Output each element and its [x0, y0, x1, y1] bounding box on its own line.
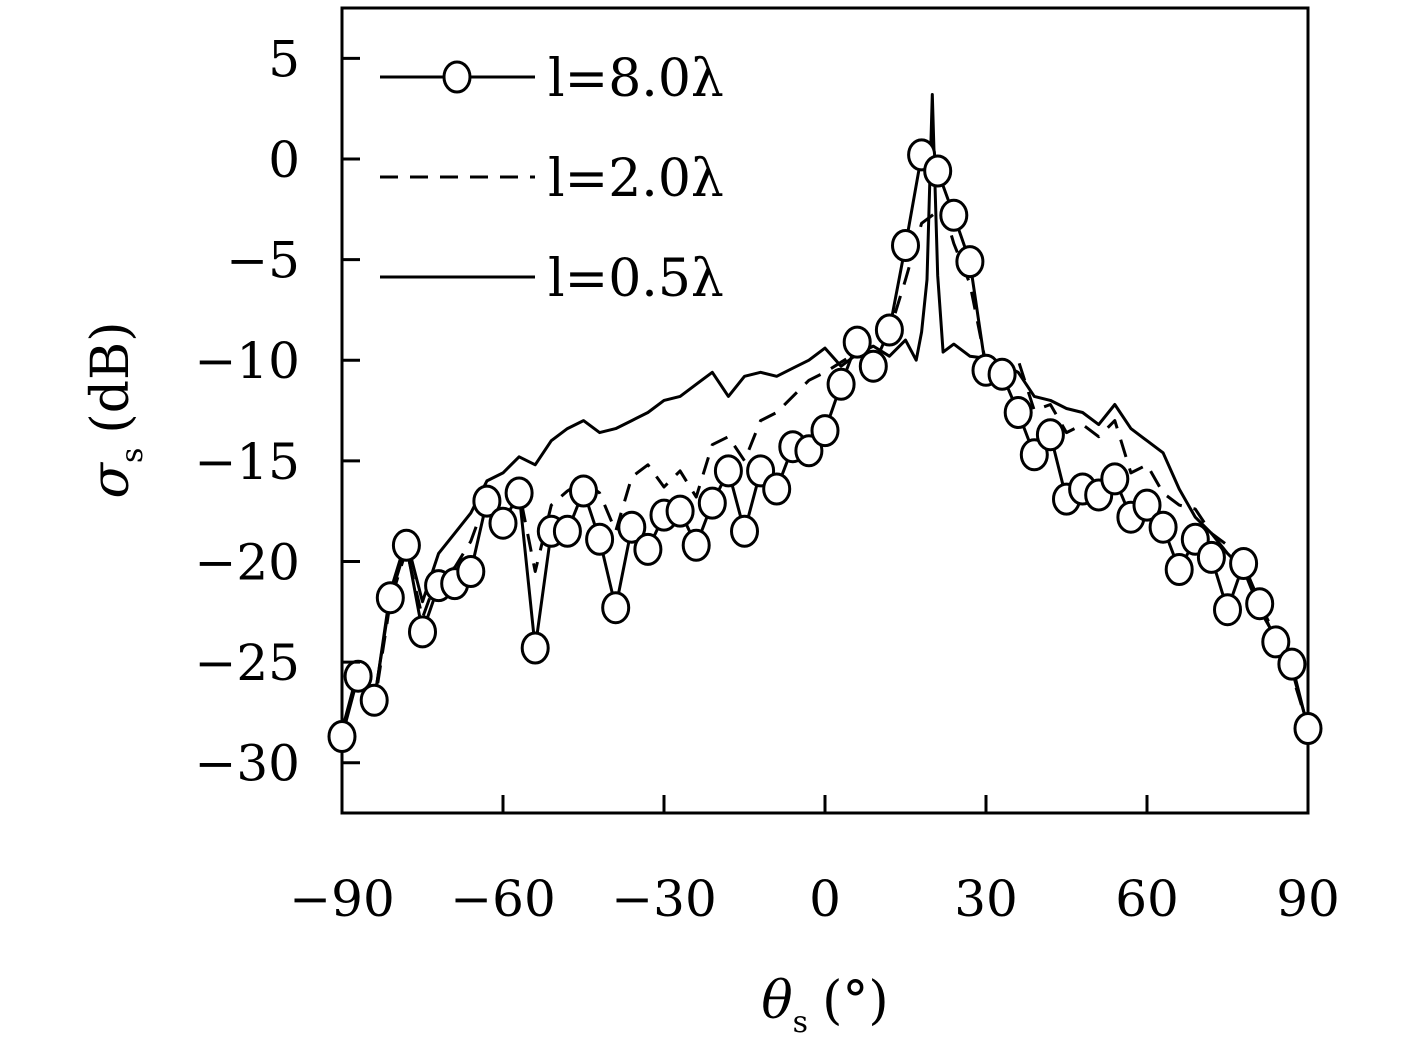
data-point [874, 313, 904, 347]
data-point [601, 591, 631, 625]
data-point [1293, 712, 1323, 745]
x-tick-label: 0 [809, 870, 841, 928]
data-point [520, 631, 550, 665]
series-line-2 [342, 93, 1308, 731]
data-point [810, 414, 840, 448]
y-tick-label: 0 [268, 131, 300, 189]
data-point [504, 476, 534, 510]
legend-label: l=2.0λ [548, 149, 724, 209]
ticks-layer: −90 −60 −30 0 30 60 90 5 0 −5 −10 −15 −20 −25 −30 [194, 30, 1339, 928]
x-axis-unit: (°) [822, 971, 889, 1031]
legend-marker [442, 60, 472, 94]
legend: l=8.0λ l=2.0λ l=0.5λ [380, 49, 724, 309]
data-point [617, 510, 647, 544]
y-tick-label: −30 [194, 735, 300, 793]
data-point [1019, 438, 1049, 472]
data-point [1229, 547, 1259, 580]
data-point [1035, 418, 1065, 452]
y-tick-label: 5 [268, 30, 300, 88]
data-point [633, 532, 663, 566]
y-axis-label: σs (dB) [81, 322, 150, 499]
data-point [730, 514, 759, 548]
data-point [842, 325, 872, 359]
x-tick-label: −90 [289, 870, 395, 928]
x-tick-label: 90 [1276, 870, 1340, 928]
y-axis-unit: (dB) [81, 322, 141, 434]
data-point [472, 484, 502, 518]
y-axis-subscript: s [115, 448, 150, 463]
legend-entry-1: l=2.0λ [380, 149, 724, 209]
x-axis-subscript: s [793, 1005, 808, 1040]
data-point [891, 229, 920, 262]
y-axis-symbol: σ [81, 461, 141, 498]
y-tick-label: −20 [194, 533, 300, 591]
data-point [923, 154, 953, 188]
data-point [569, 474, 598, 508]
y-tick-label: −15 [194, 433, 300, 491]
x-axis-label: θs (°) [761, 971, 888, 1040]
data-point [585, 522, 615, 556]
data-point [713, 454, 743, 488]
data-point [488, 506, 518, 540]
data-point [1245, 587, 1275, 621]
data-point [375, 581, 405, 615]
data-point [1196, 540, 1226, 574]
x-tick-label: 60 [1115, 870, 1179, 928]
plot-frame [340, 6, 1310, 815]
marker-layer [327, 138, 1323, 753]
x-tick-label: −30 [611, 870, 717, 928]
data-point [665, 494, 695, 528]
data-point [1003, 396, 1033, 429]
data-point [552, 514, 582, 548]
data-point [1261, 625, 1291, 659]
data-point [1164, 553, 1194, 586]
data-point [794, 434, 824, 468]
series-line-1 [342, 205, 1308, 733]
data-point [762, 472, 792, 506]
data-point [697, 486, 727, 520]
data-point [987, 357, 1017, 391]
data-point [456, 555, 486, 588]
data-point [1100, 462, 1130, 496]
y-tick-label: −10 [194, 332, 300, 390]
data-point [1148, 510, 1178, 544]
data-point [327, 720, 357, 753]
legend-entry-2: l=0.5λ [380, 249, 724, 309]
data-point [1132, 488, 1162, 522]
data-point [359, 683, 389, 717]
data-point [408, 615, 437, 649]
x-tick-label: −60 [450, 870, 556, 928]
data-point [826, 367, 856, 401]
x-axis-symbol: θ [761, 971, 792, 1031]
y-tick-label: −5 [226, 232, 300, 290]
data-point [1277, 647, 1307, 681]
data-point [858, 349, 888, 383]
legend-entry-0: l=8.0λ [380, 49, 724, 109]
y-tick-label: −25 [194, 634, 300, 692]
x-tick-label: 30 [954, 870, 1018, 928]
legend-label: l=0.5λ [548, 249, 724, 309]
data-point [681, 528, 711, 562]
data-point [1213, 593, 1242, 627]
data-point [939, 198, 969, 232]
legend-label: l=8.0λ [548, 49, 724, 109]
data-point [391, 528, 421, 562]
data-point [955, 245, 985, 279]
